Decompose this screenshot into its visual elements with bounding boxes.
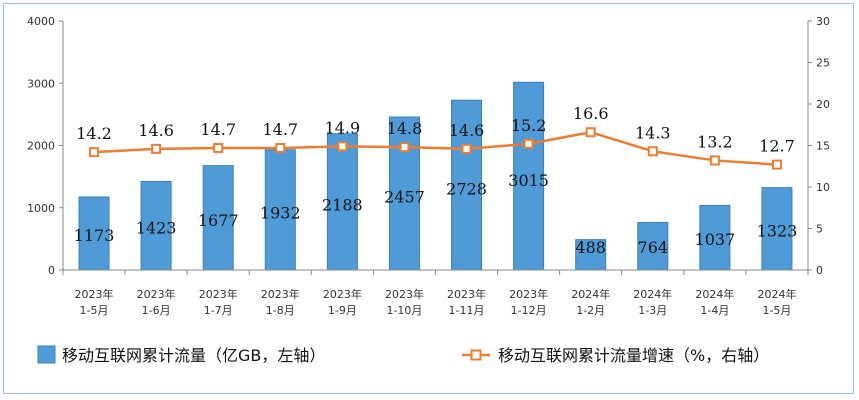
x-tick-label-period: 1-10月 xyxy=(386,304,422,317)
x-tick-label-period: 1-9月 xyxy=(328,304,357,317)
legend-line-marker xyxy=(470,349,482,361)
x-tick-label-year: 2023年 xyxy=(323,287,362,301)
x-tick-label-year: 2024年 xyxy=(571,287,610,301)
bar xyxy=(637,221,669,271)
bar-value-label: 1323 xyxy=(757,221,798,240)
growth-value-label: 14.7 xyxy=(200,120,236,139)
bar-value-label: 1037 xyxy=(695,230,736,249)
x-tick-label-period: 1-5月 xyxy=(80,304,109,317)
x-tick-label-year: 2023年 xyxy=(137,287,176,301)
bar xyxy=(326,133,358,271)
y-left-tick-label: 2000 xyxy=(27,140,55,153)
x-tick-label-period: 1-5月 xyxy=(762,304,791,317)
growth-value-label: 14.7 xyxy=(262,120,298,139)
x-tick-label-period: 1-3月 xyxy=(638,304,667,317)
x-tick-label-year: 2023年 xyxy=(509,287,548,301)
y-left-tick-label: 3000 xyxy=(27,77,55,90)
bar xyxy=(575,239,607,271)
y-right-tick-label: 30 xyxy=(816,15,830,28)
bar xyxy=(451,99,483,271)
bars-layer xyxy=(78,81,793,271)
y-left-tick-label: 0 xyxy=(48,264,55,277)
growth-marker xyxy=(337,141,348,152)
bar xyxy=(699,204,731,271)
y-right-tick-label: 15 xyxy=(816,140,830,153)
x-tick-label-period: 1-2月 xyxy=(576,304,605,317)
x-tick-label-period: 1-8月 xyxy=(266,304,295,317)
x-tick-label-period: 1-4月 xyxy=(700,304,729,317)
x-tick-label-year: 2023年 xyxy=(75,287,114,301)
growth-value-label: 14.6 xyxy=(138,121,174,140)
growth-marker xyxy=(461,143,472,154)
x-tick-label-year: 2023年 xyxy=(261,287,300,301)
bar-value-label: 1677 xyxy=(198,211,239,230)
growth-marker xyxy=(523,138,534,149)
y-right-tick-label: 20 xyxy=(816,98,830,111)
bar-value-label: 764 xyxy=(638,238,669,257)
growth-value-label: 14.2 xyxy=(76,124,112,143)
labels-layer: 1173 1423 1677 1932 2188 2457 2728 3015 488 764 10… xyxy=(74,104,798,257)
x-tick-label-year: 2023年 xyxy=(447,287,486,301)
x-tick-label-year: 2024年 xyxy=(757,287,796,301)
bar-value-label: 2188 xyxy=(322,196,363,215)
growth-value-label: 14.8 xyxy=(387,119,423,138)
growth-marker xyxy=(399,142,410,153)
x-tick-label-year: 2023年 xyxy=(199,287,238,301)
legend-line-label: 移动互联网累计流量增速（%，右轴） xyxy=(498,346,769,365)
y-left-tick-label: 4000 xyxy=(27,15,55,28)
bar-value-label: 2728 xyxy=(446,179,487,198)
y-right-tick-label: 25 xyxy=(816,57,830,70)
bar xyxy=(78,196,110,271)
y-right-tick-label: 5 xyxy=(816,223,823,236)
y-left-tick-label: 1000 xyxy=(27,202,55,215)
growth-line xyxy=(93,130,778,166)
y-right-tick-label: 0 xyxy=(816,264,823,277)
growth-value-label: 14.9 xyxy=(325,118,361,137)
growth-value-label: 14.3 xyxy=(635,123,671,142)
x-tick-label-year: 2024年 xyxy=(633,287,672,301)
x-tick-label-period: 1-6月 xyxy=(142,304,171,317)
axes-layer: 0 1000 2000 3000 4000 0 5 10 15 20 25 30 2023年 1-5月 20… xyxy=(27,15,830,317)
growth-value-label: 13.2 xyxy=(697,132,733,151)
legend-bar-swatch xyxy=(37,345,56,364)
growth-value-label: 15.2 xyxy=(511,116,547,135)
y-right-tick-label: 10 xyxy=(816,181,830,194)
bar-value-label: 1173 xyxy=(74,226,115,245)
bar-value-label: 1423 xyxy=(136,218,177,237)
bar-value-label: 3015 xyxy=(508,171,549,190)
growth-marker xyxy=(585,127,596,138)
growth-marker xyxy=(709,155,720,166)
growth-value-label: 16.6 xyxy=(573,104,609,123)
legend-bar-label: 移动互联网累计流量（亿GB，左轴） xyxy=(62,346,325,365)
x-tick-label-year: 2024年 xyxy=(695,287,734,301)
x-tick-label-period: 1-12月 xyxy=(511,304,547,317)
growth-value-label: 12.7 xyxy=(759,137,795,156)
line-layer xyxy=(89,127,782,170)
growth-marker xyxy=(647,146,658,157)
growth-marker xyxy=(89,147,100,158)
x-tick-label-year: 2023年 xyxy=(385,287,424,301)
growth-marker xyxy=(275,142,286,153)
growth-marker xyxy=(771,159,782,170)
bar xyxy=(202,165,234,271)
growth-marker xyxy=(151,143,162,154)
legend: 移动互联网累计流量（亿GB，左轴） 移动互联网累计流量增速（%，右轴） xyxy=(37,345,769,365)
x-tick-label-period: 1-7月 xyxy=(204,304,233,317)
bar-value-label: 488 xyxy=(575,238,606,257)
x-tick-label-period: 1-11月 xyxy=(449,304,485,317)
growth-marker xyxy=(213,142,224,153)
growth-value-label: 14.6 xyxy=(449,121,485,140)
bar-value-label: 1932 xyxy=(260,203,301,222)
bar-value-label: 2457 xyxy=(384,188,425,207)
